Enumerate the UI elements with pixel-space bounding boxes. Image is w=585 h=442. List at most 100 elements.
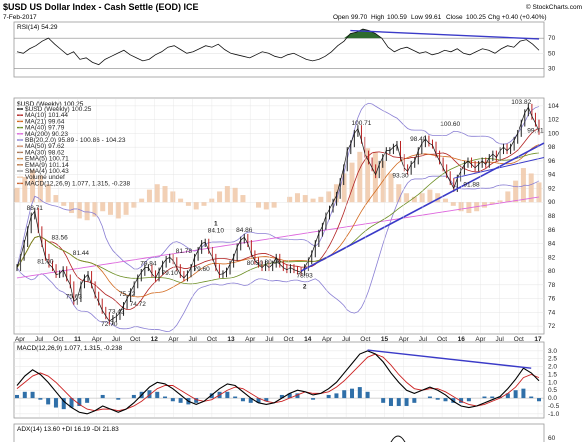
price-trendline-secondary [453,157,545,179]
legend-entry-10: SMA(4) 100.43 [25,168,69,175]
open-label: Open [333,14,349,21]
adx-panel-title: ADX(14) 13.60 +DI 16.19 -DI 21.83 [17,426,119,433]
price-annotation-13: 84.10 [208,228,225,235]
price-y-tick-104: 104 [548,103,559,110]
x-tick-26: Oct [514,336,524,343]
macd-histogram-bar [155,391,160,399]
price-overlay-bar [69,202,75,214]
x-tick-11: 13 [227,336,235,343]
price-annotation-23: 103.82 [511,99,531,106]
legend-entry-5: BB(20,2.0) 95.89 - 100.86 - 104.23 [25,137,126,144]
macd-histogram-bar [529,396,534,399]
price-annotation-8: 75.72 [119,291,136,298]
close-label: Close [446,14,463,21]
macd-histogram-bar [396,398,401,406]
price-overlay-bar [217,191,223,203]
price-overlay-bar [411,196,417,203]
price-annotation-21: 100.60 [440,121,460,128]
macd-histogram-bar [116,398,121,400]
x-tick-21: Jul [419,336,428,343]
macd-histogram-bar [326,394,331,399]
price-annotation-22: 91.88 [463,181,480,188]
macd-y-tick-1.5: 1.5 [548,371,557,378]
macd-histogram-bar [357,387,362,399]
price-overlay-bar [61,202,67,206]
x-tick-25: Jul [495,336,504,343]
macd-histogram-bar [482,396,487,399]
price-annotation-1: 83.56 [51,234,68,241]
macd-histogram-bar [388,398,393,406]
price-overlay-bar [318,196,324,203]
price-overlay-bar [357,151,363,203]
macd-histogram-bar [451,398,456,403]
rsi-panel-title: RSI(14) 54.29 [17,24,58,31]
legend-entry-12: MACD(12,26,9) 1.077, 1.315, -0.238 [25,180,131,187]
change-value: Chg +0.40 (+0.40%) [488,14,547,21]
x-tick-23: 16 [458,336,466,343]
price-overlay-bar [341,173,347,203]
x-tick-5: Jul [112,336,121,343]
rsi-line [16,28,540,66]
macd-histogram-bar [100,394,105,399]
price-overlay-bar [84,202,90,221]
legend-entry-8: EMA(5) 100.71 [25,156,69,163]
bollinger-upper [16,102,540,270]
open-value: 99.70 [351,14,368,21]
macd-panel-title: MACD(12,26,9) 1.077, 1.315, -0.238 [17,345,123,352]
price-overlay-bar [450,202,456,206]
x-tick-22: Oct [437,336,447,343]
macd-y-tick--0.5: -0.5 [548,403,560,410]
rsi-overbought-fill [344,29,382,39]
x-tick-24: Apr [475,336,486,343]
price-overlay-bar [224,186,230,203]
x-tick-6: Oct [130,336,140,343]
rsi-y-tick-70: 70 [548,35,556,42]
price-y-tick-90: 90 [548,199,556,206]
rsi-y-tick-30: 30 [548,65,556,72]
price-overlay-bar [162,186,168,203]
adx-y-tick-60: 60 [548,435,556,442]
price-overlay-bar [427,189,433,203]
price-panel-title: $USD (Weekly) 100.25 [17,101,84,108]
price-line [16,106,540,322]
macd-histogram-bar [466,398,471,402]
macd-histogram-bar [170,398,175,402]
macd-histogram-bar [513,390,518,399]
price-overlay-bar [100,202,106,212]
price-trendline-support [300,142,545,272]
x-tick-4: Apr [92,336,103,343]
low-value: 99.61 [425,14,442,21]
price-overlay-bar [271,202,277,208]
macd-y-tick-0.0: 0.0 [548,395,557,402]
price-overlay-bar [419,193,425,203]
price-overlay-bar [170,191,176,203]
macd-histogram-bar [22,391,27,399]
price-overlay-bar [193,202,199,210]
price-annotation-12: 79.60 [194,266,211,273]
price-annotation-14: 84.86 [236,227,253,234]
price-annotation-16: 80.90 [265,259,282,266]
macd-histogram-bar [521,388,526,399]
macd-histogram-bar [443,398,448,402]
price-annotation-3: 81.00 [37,258,54,265]
price-overlay-bar [37,175,43,203]
price-overlay-bar [178,198,184,203]
macd-histogram-bar [334,393,339,399]
macd-trendline [367,349,532,369]
price-overlay-bar [263,202,269,210]
macd-y-tick-0.5: 0.5 [548,387,557,394]
rsi-trendline [350,29,540,40]
price-overlay-bar [139,198,145,203]
macd-histogram-bar [38,398,43,400]
price-overlay-bar [310,198,316,203]
price-annotation-9: 79.84 [140,261,157,268]
macd-y-tick-1.0: 1.0 [548,379,557,386]
price-overlay-bar [240,195,246,203]
legend-entry-4: MA(200) 90.23 [25,131,68,138]
price-annotation-15: 80.50 [247,260,264,267]
price-y-tick-92: 92 [548,185,556,192]
price-y-tick-72: 72 [548,323,556,330]
price-overlay-bar [513,180,519,203]
price-annotation-26: 2 [303,283,307,290]
macd-histogram-bar [295,393,300,399]
